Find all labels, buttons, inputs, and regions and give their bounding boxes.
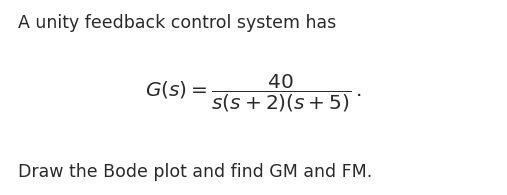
Text: Draw the Bode plot and find GM and FM.: Draw the Bode plot and find GM and FM. — [18, 163, 372, 181]
Text: A unity feedback control system has: A unity feedback control system has — [18, 14, 336, 32]
Text: $G(s) = \dfrac{40}{s(s+2)(s+5)}\,.$: $G(s) = \dfrac{40}{s(s+2)(s+5)}\,.$ — [146, 73, 361, 114]
